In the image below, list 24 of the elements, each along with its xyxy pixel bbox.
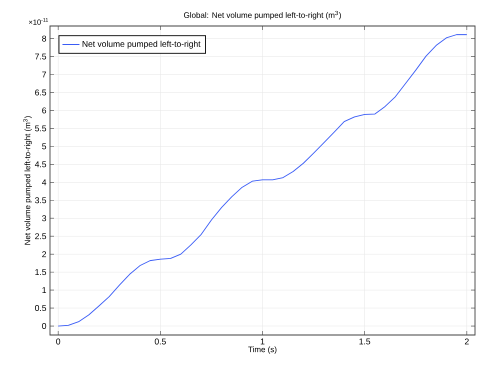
y-tick-label: 2 [42, 251, 46, 258]
x-tick-label: 1 [260, 338, 264, 344]
y-tick-label: 1 [42, 287, 46, 293]
y-tick-label: 1.5 [35, 269, 46, 276]
legend-label: Net volume pumped left-to-right [82, 40, 200, 49]
y-tick-label: 2.5 [35, 233, 46, 240]
y-tick-label: 5 [42, 143, 46, 150]
x-tick-label: 2 [464, 338, 469, 344]
y-tick-label: 8 [42, 36, 46, 42]
y-tick-label: 3 [42, 215, 46, 222]
y-tick-label: 7 [42, 72, 46, 78]
x-tick-label: 0.5 [154, 338, 166, 345]
y-tick-label: 3.5 [35, 197, 46, 204]
x-tick-label: 0 [56, 338, 60, 345]
y-tick-label: 7.5 [35, 54, 46, 60]
line-series [58, 34, 468, 326]
y-tick-label: 5.5 [35, 125, 46, 132]
y-tick-label: 4.5 [34, 161, 46, 168]
y-tick-label: 6 [42, 107, 46, 114]
x-tick-label: 1.5 [359, 338, 370, 344]
y-tick-label: 0 [42, 323, 46, 330]
y-tick-label: 4 [42, 179, 46, 186]
y-tick-label: 6.5 [35, 89, 46, 96]
y-tick-label: 0.5 [35, 305, 46, 312]
